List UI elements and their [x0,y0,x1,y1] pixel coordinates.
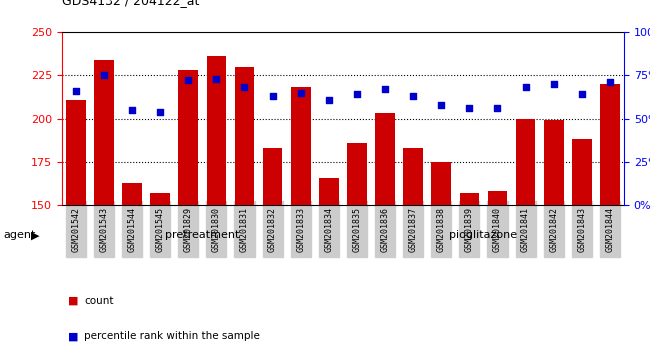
Point [296,90,306,96]
Bar [600,84,620,205]
Point [604,79,615,85]
Text: ▶: ▶ [31,230,40,240]
Point [464,105,474,111]
Text: percentile rank within the sample: percentile rank within the sample [84,331,261,341]
Point [380,86,390,92]
Point [436,102,447,108]
Bar [544,120,564,205]
Point [352,91,362,97]
Bar [515,119,536,205]
Bar [432,162,451,205]
Point [267,93,278,99]
Text: pretreatment: pretreatment [165,230,239,240]
Point [577,91,587,97]
Bar [572,139,592,205]
Point [71,88,81,94]
Point [408,93,419,99]
Text: ■: ■ [68,331,79,341]
Bar [66,99,86,205]
Point [521,85,531,90]
Point [492,105,502,111]
Point [127,107,137,113]
Text: count: count [84,296,114,306]
Bar [403,148,423,205]
Text: pioglitazone: pioglitazone [449,230,517,240]
Text: GDS4132 / 204122_at: GDS4132 / 204122_at [62,0,199,7]
Point [239,85,250,90]
Point [324,97,334,102]
Bar [319,178,339,205]
Bar [94,59,114,205]
Bar [347,143,367,205]
Bar [460,193,479,205]
Bar [291,87,311,205]
Bar [235,67,254,205]
Point [549,81,559,87]
Bar [122,183,142,205]
Point [155,109,165,114]
Text: agent: agent [3,230,36,240]
Bar [375,113,395,205]
Bar [207,56,226,205]
Text: ■: ■ [68,296,79,306]
Bar [263,148,283,205]
Point [99,73,109,78]
Bar [488,192,508,205]
Point [211,76,222,81]
Point [183,78,194,83]
Bar [178,70,198,205]
Bar [150,193,170,205]
